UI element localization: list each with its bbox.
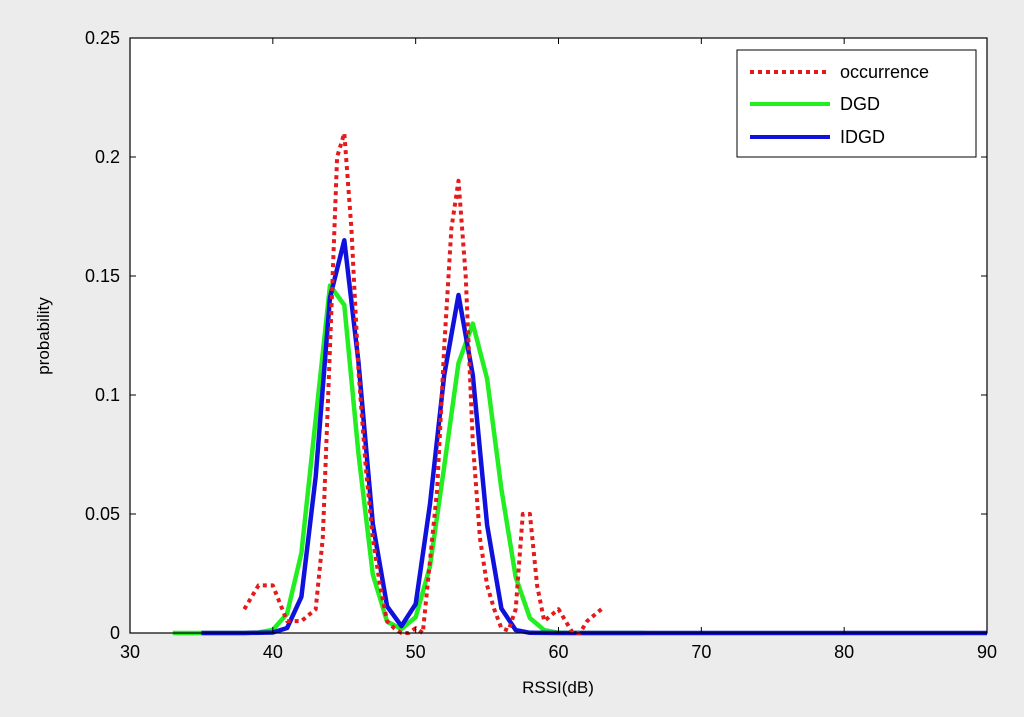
x-tick-label: 90 <box>977 642 997 662</box>
y-tick-label: 0.2 <box>95 147 120 167</box>
y-axis-label: probability <box>34 297 53 375</box>
x-tick-label: 30 <box>120 642 140 662</box>
ticks-layer: 30 40 50 60 70 80 90 0 0.05 0.1 0.15 0.2 0.25 <box>85 28 997 662</box>
legend-label-dgd: DGD <box>840 94 880 114</box>
y-tick-label: 0.15 <box>85 266 120 286</box>
y-tick-label: 0 <box>110 623 120 643</box>
y-tick-label: 0.05 <box>85 504 120 524</box>
x-tick-label: 70 <box>691 642 711 662</box>
series-line-dgd <box>172 283 645 636</box>
series-layer <box>172 131 987 636</box>
legend: occurrence DGD IDGD <box>736 49 977 158</box>
series-line-idgd <box>201 238 987 636</box>
legend-label-occurrence: occurrence <box>840 62 929 82</box>
y-tick-label: 0.25 <box>85 28 120 48</box>
x-axis-label: RSSI(dB) <box>522 678 594 697</box>
x-tick-label: 60 <box>548 642 568 662</box>
x-tick-label: 40 <box>263 642 283 662</box>
x-tick-label: 50 <box>406 642 426 662</box>
legend-label-idgd: IDGD <box>840 127 885 147</box>
y-tick-label: 0.1 <box>95 385 120 405</box>
x-tick-label: 80 <box>834 642 854 662</box>
